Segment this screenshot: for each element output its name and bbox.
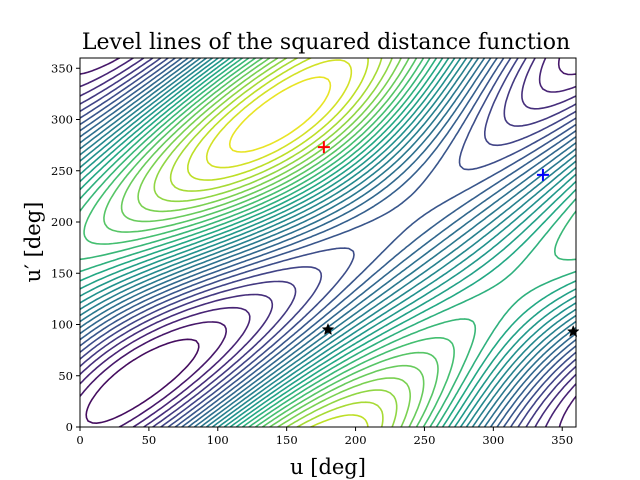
y-tick-label: 100 (51, 318, 73, 332)
x-axis-label: u [deg] (290, 455, 366, 479)
x-tick-label: 150 (276, 433, 298, 447)
maximum-marker (317, 141, 330, 154)
x-tick-label: 350 (551, 433, 573, 447)
contour-line (80, 58, 576, 427)
y-tick-label: 50 (58, 369, 73, 383)
contour-line (80, 58, 576, 427)
x-tick-label: 50 (142, 433, 157, 447)
contour-lines (80, 58, 576, 427)
contour-line (80, 58, 576, 427)
contour-line (83, 58, 455, 427)
y-axis-ticks: 0 50 100 150 200 250 300 350 (51, 61, 80, 434)
contour-line (153, 58, 398, 427)
contour-line (80, 58, 576, 427)
minimum-2-marker (566, 325, 580, 338)
contour-line (80, 58, 576, 427)
contour-line (80, 58, 576, 427)
y-tick-label: 200 (51, 215, 73, 229)
contour-line (120, 58, 425, 427)
contour-line (80, 58, 576, 427)
contour-line (80, 58, 576, 427)
x-tick-label: 200 (345, 433, 367, 447)
contour-line (80, 58, 576, 427)
contour-line (228, 76, 332, 153)
x-axis-ticks: 0 50 100 150 200 250 300 350 (76, 427, 573, 447)
x-tick-label: 300 (482, 433, 504, 447)
y-axis-label: u′ [deg] (21, 202, 45, 283)
y-tick-label: 350 (51, 61, 73, 75)
saddle-marker (536, 168, 549, 181)
y-tick-label: 250 (51, 164, 73, 178)
y-tick-label: 150 (51, 266, 73, 280)
contour-line (103, 58, 439, 427)
x-tick-label: 0 (76, 433, 83, 447)
plot-frame (79, 57, 577, 428)
minimum-1-marker (321, 322, 335, 336)
contour-line (80, 58, 576, 427)
y-tick-label: 300 (51, 113, 73, 127)
x-tick-label: 100 (207, 433, 229, 447)
y-tick-label: 0 (66, 420, 73, 434)
contour-line (187, 58, 369, 427)
point-markers (317, 141, 580, 338)
contour-line (85, 338, 200, 424)
contour-line (205, 59, 353, 169)
contour-line (80, 58, 576, 427)
contour-line (80, 58, 576, 427)
x-tick-label: 250 (413, 433, 435, 447)
contour-line (80, 58, 576, 427)
contour-line (80, 58, 576, 427)
chart-title: Level lines of the squared distance func… (82, 30, 570, 55)
